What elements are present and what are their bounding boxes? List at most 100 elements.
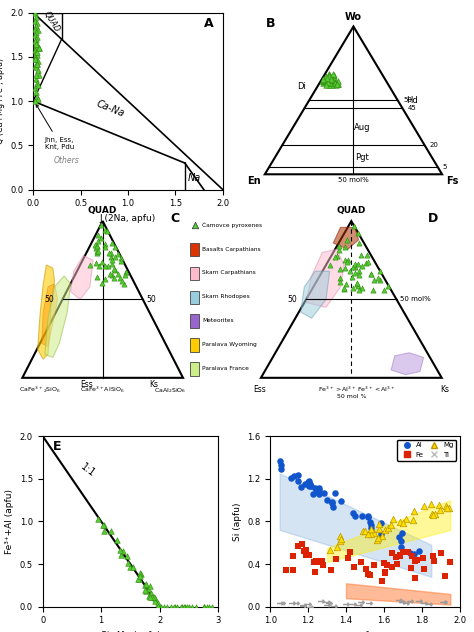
Point (353, 279, 361, 289)
Fe (282, 565, 290, 575)
FancyBboxPatch shape (190, 315, 199, 328)
Point (87, 260, 94, 270)
Point (200, 602, 208, 612)
Point (111, 265, 119, 276)
Al (277, 459, 285, 470)
Point (103, 226, 110, 236)
Text: 50 mol%: 50 mol% (400, 296, 431, 303)
Point (93, 243, 100, 253)
Polygon shape (42, 284, 58, 346)
Al (377, 529, 385, 539)
Point (332, 77, 339, 87)
Text: CaFe$^{3+}$AlSiO$_6$: CaFe$^{3+}$AlSiO$_6$ (80, 385, 125, 395)
Point (32, 87, 40, 97)
Point (93, 246, 100, 257)
Point (93, 241, 101, 252)
Point (323, 80, 330, 90)
Fe (393, 559, 401, 569)
Point (325, 77, 332, 87)
Point (110, 264, 118, 274)
Polygon shape (37, 265, 55, 359)
X-axis label: Si+Mg (apfu): Si+Mg (apfu) (100, 631, 160, 632)
Point (343, 257, 351, 267)
Point (201, 602, 208, 612)
Point (31, 30, 39, 40)
FancyBboxPatch shape (190, 267, 199, 280)
Mg (445, 503, 453, 513)
Al (307, 481, 315, 491)
Mg (375, 519, 383, 529)
Point (31, 8, 39, 18)
Al (367, 520, 375, 530)
Point (142, 580, 150, 590)
Point (319, 75, 327, 85)
X-axis label: apfu: apfu (355, 631, 375, 632)
Point (356, 284, 363, 295)
Point (355, 266, 362, 276)
Point (154, 601, 162, 611)
Point (205, 602, 213, 612)
Point (325, 71, 332, 82)
Point (336, 240, 343, 250)
Fe (344, 553, 352, 563)
Point (33, 92, 41, 102)
Point (113, 535, 121, 545)
Point (92, 258, 100, 268)
Mg (373, 535, 381, 545)
Y-axis label: Q (Ca+Mg+Fe², apfu): Q (Ca+Mg+Fe², apfu) (0, 58, 5, 144)
Ti (440, 597, 448, 607)
Point (118, 256, 125, 266)
Ti (299, 601, 307, 611)
Point (376, 267, 384, 277)
Point (32, 41, 40, 51)
Fe (289, 550, 297, 561)
Polygon shape (333, 228, 358, 249)
Mg (444, 503, 451, 513)
Point (340, 283, 348, 293)
Al (367, 523, 375, 533)
Mg (436, 500, 443, 510)
Fe (378, 576, 386, 586)
Point (116, 545, 124, 555)
Point (33, 50, 41, 60)
Point (32, 34, 40, 44)
Point (353, 277, 360, 288)
Fe (429, 552, 437, 562)
Point (341, 241, 349, 252)
Point (380, 284, 388, 295)
Fe (327, 565, 334, 575)
Text: Fe$^{3+}$$<$Al$^{3+}$: Fe$^{3+}$$<$Al$^{3+}$ (357, 385, 396, 394)
Mg (431, 509, 439, 519)
Fe (396, 550, 403, 560)
FancyBboxPatch shape (190, 243, 199, 256)
Point (331, 78, 338, 88)
Point (185, 602, 192, 612)
Fe (306, 550, 313, 560)
Al (305, 481, 313, 491)
Al (315, 489, 322, 499)
Point (99, 257, 106, 267)
Text: F: F (437, 440, 446, 453)
Point (101, 261, 109, 271)
Point (328, 72, 335, 82)
Ti (349, 599, 357, 609)
Point (35, 70, 43, 80)
Point (325, 80, 333, 90)
Point (101, 274, 109, 284)
Point (350, 221, 357, 231)
Al (311, 483, 319, 493)
Ti (304, 599, 312, 609)
Mg (381, 525, 389, 535)
Point (326, 78, 334, 88)
Text: Aug: Aug (354, 123, 371, 132)
Ti (325, 598, 333, 608)
Text: 50 mol %: 50 mol % (337, 394, 366, 399)
Point (156, 602, 164, 612)
Text: B: B (266, 17, 276, 30)
Point (31, 16, 39, 27)
Text: Others: Others (54, 156, 80, 165)
Point (351, 259, 359, 269)
Y-axis label: Fe³⁺+Al (apfu): Fe³⁺+Al (apfu) (5, 489, 14, 554)
Polygon shape (45, 276, 71, 358)
Al (307, 479, 314, 489)
